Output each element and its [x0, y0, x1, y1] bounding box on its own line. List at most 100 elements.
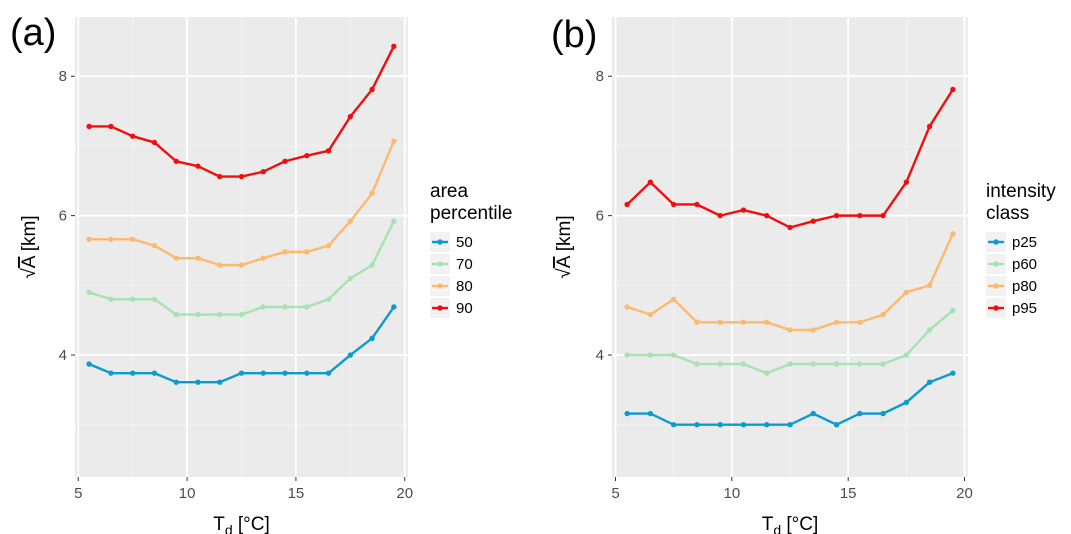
legend-label-p95: p95	[1012, 300, 1037, 317]
y-tick-label: 8	[59, 68, 67, 85]
x-axis-title: Td [°C]	[213, 514, 270, 534]
y-axis-title-unit: [km]	[19, 215, 40, 256]
data-point-p25	[810, 410, 816, 417]
data-point-p80	[740, 319, 747, 325]
data-point-90	[260, 169, 266, 175]
legend-key-point-70	[437, 261, 443, 267]
data-point-50	[195, 379, 201, 385]
data-point-p60	[857, 361, 863, 367]
data-point-90	[173, 158, 179, 164]
x-tick-label: 10	[179, 485, 196, 502]
legend-label-p25: p25	[1012, 234, 1037, 251]
data-point-p80	[950, 231, 956, 237]
y-tick-label: 4	[59, 347, 67, 364]
data-point-50	[325, 370, 332, 376]
y-axis-title-radical: √	[554, 268, 575, 279]
data-point-p80	[787, 327, 793, 333]
data-point-80	[260, 255, 266, 261]
legend-key-point-p25	[993, 239, 999, 245]
data-point-70	[347, 275, 354, 282]
data-point-p95	[833, 212, 840, 219]
x-axis-title-subscript: d	[225, 522, 233, 534]
data-point-50	[151, 370, 158, 376]
data-point-p80	[903, 289, 910, 296]
data-point-90	[304, 152, 310, 159]
chart-panel-1: 5 10 15 20 4 6 8(a) Td [°C] √A [km] areapercentil…	[10, 12, 512, 534]
data-point-p60	[880, 361, 886, 367]
data-point-p95	[880, 212, 886, 219]
data-point-p25	[717, 422, 723, 428]
data-point-90	[369, 86, 375, 93]
data-point-50	[129, 370, 136, 376]
data-point-70	[129, 296, 136, 302]
data-point-p95	[950, 86, 956, 93]
data-point-80	[195, 255, 201, 261]
data-point-p25	[764, 422, 770, 428]
x-tick-label: 15	[840, 485, 857, 502]
data-point-80	[282, 249, 288, 255]
data-point-70	[391, 218, 397, 224]
data-point-80	[347, 218, 354, 224]
data-point-70	[173, 311, 179, 318]
legend-title: class	[986, 203, 1029, 224]
data-point-70	[151, 296, 158, 302]
data-point-50	[282, 370, 288, 376]
data-point-p25	[787, 422, 793, 428]
data-point-p95	[694, 201, 700, 208]
legend-key-point-80	[437, 283, 443, 289]
data-point-p80	[764, 319, 770, 325]
data-point-p60	[950, 307, 956, 314]
data-point-80	[304, 249, 310, 255]
data-point-50	[86, 361, 92, 367]
data-point-50	[391, 304, 397, 310]
legend-key-point-p60	[993, 261, 999, 267]
y-axis-title-unit: [km]	[554, 215, 575, 256]
data-point-70	[217, 311, 223, 318]
data-point-p80	[647, 311, 654, 318]
data-point-50	[260, 370, 266, 376]
y-tick-label: 4	[596, 347, 604, 364]
data-point-90	[86, 123, 92, 130]
data-point-p95	[647, 179, 654, 185]
x-tick-label: 10	[723, 485, 740, 502]
data-point-p25	[950, 370, 956, 376]
data-point-p95	[903, 179, 910, 185]
data-point-p60	[647, 352, 654, 358]
chart-panel-2: 5 10 15 20 4 6 8 (b) Td [°C] √A [km] intensityclas…	[551, 14, 1056, 534]
panel-label: (b)	[551, 14, 597, 56]
data-point-p80	[880, 311, 886, 318]
legend-title: area	[430, 181, 468, 202]
y-axis-title-var: A	[554, 255, 575, 268]
data-point-50	[108, 370, 114, 376]
data-point-p60	[694, 361, 700, 367]
x-tick-label: 5	[611, 485, 619, 502]
data-point-p95	[624, 201, 630, 208]
data-point-50	[173, 379, 179, 385]
data-point-90	[195, 163, 201, 169]
data-point-p60	[624, 352, 630, 358]
data-point-p25	[624, 410, 630, 417]
legend-label-p80: p80	[1012, 278, 1037, 295]
data-point-80	[86, 236, 92, 243]
data-point-p25	[740, 422, 747, 428]
y-axis-title-radical: √	[19, 268, 40, 279]
x-tick-label: 20	[396, 485, 413, 502]
data-point-p80	[624, 304, 630, 310]
data-point-p95	[926, 123, 933, 130]
data-point-50	[369, 335, 375, 342]
y-tick-label: 6	[59, 208, 67, 225]
data-point-p25	[670, 422, 677, 428]
legend-key-point-p95	[993, 305, 999, 311]
data-point-p80	[857, 319, 863, 325]
legend-label-80: 80	[456, 278, 473, 295]
data-point-90	[347, 113, 354, 120]
x-axis-title-var: T	[213, 514, 225, 534]
data-point-90	[238, 173, 245, 180]
data-point-90	[108, 123, 114, 130]
data-point-p95	[717, 212, 723, 219]
data-point-50	[304, 370, 310, 376]
data-point-p95	[764, 212, 770, 219]
